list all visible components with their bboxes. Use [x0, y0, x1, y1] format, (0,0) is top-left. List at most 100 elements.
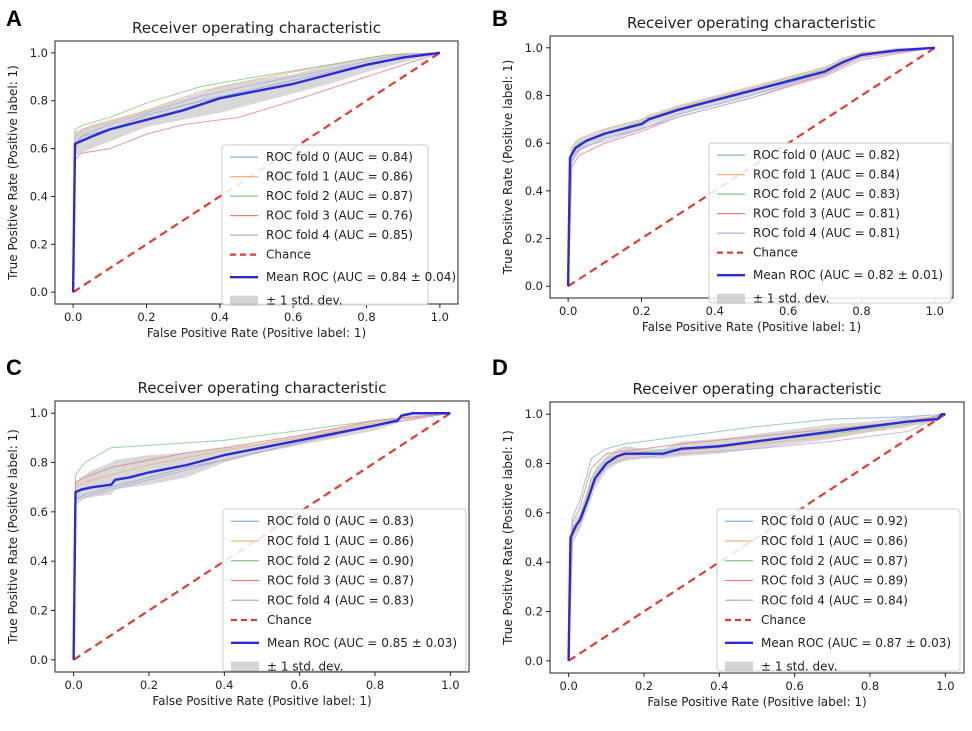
roc-panel-a: A Receiver operating characteristic 0.0 0.2… — [6, 6, 459, 340]
y-tick-label: 0.2 — [525, 232, 543, 246]
legend-label: ROC fold 0 (AUC = 0.84) — [266, 150, 413, 164]
roc-fold-1-line — [567, 47, 935, 287]
legend-label: ROC fold 2 (AUC = 0.83) — [753, 187, 900, 201]
y-tick-label: 0.2 — [30, 603, 48, 617]
roc-fold-3-line — [567, 47, 935, 287]
legend-label: ROC fold 1 (AUC = 0.84) — [753, 168, 900, 182]
y-tick-label: 1.0 — [525, 407, 543, 421]
legend-label: ROC fold 3 (AUC = 0.81) — [753, 207, 900, 221]
legend-label: ROC fold 0 (AUC = 0.92) — [761, 514, 908, 528]
y-axis-label: True Positive Rate (Positive label: 1) — [6, 429, 20, 645]
roc-panel-d: D Receiver operating characteristic 0.0 0.2… — [492, 355, 965, 709]
x-tick-label: 0.2 — [137, 310, 155, 324]
x-tick-label: 0.8 — [357, 310, 375, 324]
x-tick-label: 1.0 — [431, 310, 449, 324]
legend-label: ROC fold 0 (AUC = 0.83) — [267, 514, 414, 528]
legend-label: Chance — [267, 613, 312, 627]
legend-label: Chance — [266, 248, 311, 262]
legend-label: ROC fold 1 (AUC = 0.86) — [761, 534, 908, 548]
legend-label: ROC fold 4 (AUC = 0.83) — [267, 593, 414, 607]
legend-label: ROC fold 3 (AUC = 0.89) — [761, 574, 908, 588]
x-tick-label: 0.2 — [140, 678, 158, 692]
panel-letter: A — [6, 6, 22, 31]
y-tick-label: 0.2 — [525, 604, 543, 618]
roc-fold-4-line — [567, 47, 935, 287]
x-tick-label: 0.8 — [366, 678, 384, 692]
panel-letter: D — [492, 355, 508, 380]
y-tick-label: 0.2 — [30, 237, 48, 251]
legend-label: ROC fold 2 (AUC = 0.87) — [761, 554, 908, 568]
legend-label: Chance — [753, 246, 798, 260]
chance-line — [72, 51, 441, 294]
legend-label: ROC fold 1 (AUC = 0.86) — [266, 170, 413, 184]
x-tick-label: 1.0 — [936, 679, 954, 693]
y-tick-label: 0.0 — [525, 279, 543, 293]
y-axis-label: True Positive Rate (Positive label: 1) — [501, 430, 515, 646]
legend-label: ROC fold 4 (AUC = 0.85) — [266, 228, 413, 242]
legend-label: ROC fold 4 (AUC = 0.84) — [761, 593, 908, 607]
y-tick-label: 0.4 — [525, 184, 543, 198]
y-tick-label: 0.8 — [525, 457, 543, 471]
chart-title: Receiver operating characteristic — [138, 379, 387, 397]
roc-fold-3-line — [568, 413, 946, 661]
x-tick-label: 1.0 — [441, 678, 459, 692]
y-tick-label: 0.0 — [30, 653, 48, 667]
roc-fold-1-line — [73, 412, 451, 660]
y-tick-label: 0.6 — [30, 142, 48, 156]
roc-panel-b: B Receiver operating characteristic 0.0 0.2… — [492, 6, 954, 334]
x-tick-label: 0.8 — [852, 304, 870, 318]
legend-label: ± 1 std. dev. — [266, 294, 343, 308]
legend-label: Mean ROC (AUC = 0.87 ± 0.03) — [761, 636, 951, 650]
x-tick-label: 0.4 — [211, 310, 229, 324]
legend-label: Mean ROC (AUC = 0.85 ± 0.03) — [267, 636, 457, 650]
y-tick-label: 1.0 — [525, 41, 543, 55]
legend-label: Mean ROC (AUC = 0.84 ± 0.04) — [266, 270, 456, 284]
x-tick-label: 0.0 — [559, 679, 577, 693]
roc-fold-2-line — [72, 52, 440, 293]
y-tick-label: 0.8 — [30, 94, 48, 108]
legend-band-swatch — [230, 295, 258, 306]
x-tick-label: 1.0 — [926, 304, 944, 318]
mean-roc-line — [566, 46, 935, 287]
legend-label: ± 1 std. dev. — [267, 660, 344, 674]
y-tick-label: 0.4 — [525, 555, 543, 569]
panel-letter: B — [492, 6, 508, 31]
roc-fold-4-line — [568, 413, 946, 661]
roc-fold-4-line — [72, 52, 440, 293]
legend-label: ROC fold 1 (AUC = 0.86) — [267, 534, 414, 548]
x-tick-label: 0.8 — [861, 679, 879, 693]
legend-band-swatch — [717, 293, 745, 304]
x-tick-label: 0.0 — [64, 678, 82, 692]
x-axis-label: False Positive Rate (Positive label: 1) — [147, 326, 366, 340]
chart-title: Receiver operating characteristic — [627, 14, 876, 32]
y-axis-label: True Positive Rate (Positive label: 1) — [501, 60, 515, 276]
y-tick-label: 0.4 — [30, 554, 48, 568]
y-tick-label: 0.0 — [30, 285, 48, 299]
chart-title: Receiver operating characteristic — [132, 19, 381, 37]
legend-label: ROC fold 3 (AUC = 0.87) — [267, 574, 414, 588]
legend-box — [222, 508, 467, 672]
legend: ROC fold 0 (AUC = 0.84) ROC fold 1 (AUC =… — [221, 144, 456, 308]
roc-fold-2-line — [73, 412, 451, 660]
plot-frame — [54, 400, 470, 673]
x-tick-label: 0.0 — [64, 310, 82, 324]
x-tick-label: 0.2 — [632, 304, 650, 318]
y-tick-label: 0.6 — [30, 505, 48, 519]
mean-roc-line — [567, 413, 946, 661]
roc-fold-1-line — [568, 413, 946, 661]
mean-roc-line — [71, 51, 441, 293]
roc-panel-c: C Receiver operating characteristic 0.0 0.2… — [6, 355, 470, 708]
legend: ROC fold 0 (AUC = 0.92) ROC fold 1 (AUC =… — [716, 508, 961, 674]
legend: ROC fold 0 (AUC = 0.83) ROC fold 1 (AUC =… — [222, 508, 467, 674]
panel-letter: C — [6, 355, 22, 380]
legend-label: Mean ROC (AUC = 0.82 ± 0.01) — [753, 268, 943, 282]
x-tick-label: 0.4 — [215, 678, 233, 692]
x-tick-label: 0.4 — [706, 304, 724, 318]
legend-box — [716, 508, 961, 672]
legend-label: ROC fold 2 (AUC = 0.90) — [267, 554, 414, 568]
y-tick-label: 0.6 — [525, 506, 543, 520]
legend-label: ROC fold 0 (AUC = 0.82) — [753, 148, 900, 162]
y-tick-label: 1.0 — [30, 46, 48, 60]
legend-label: Chance — [761, 613, 806, 627]
